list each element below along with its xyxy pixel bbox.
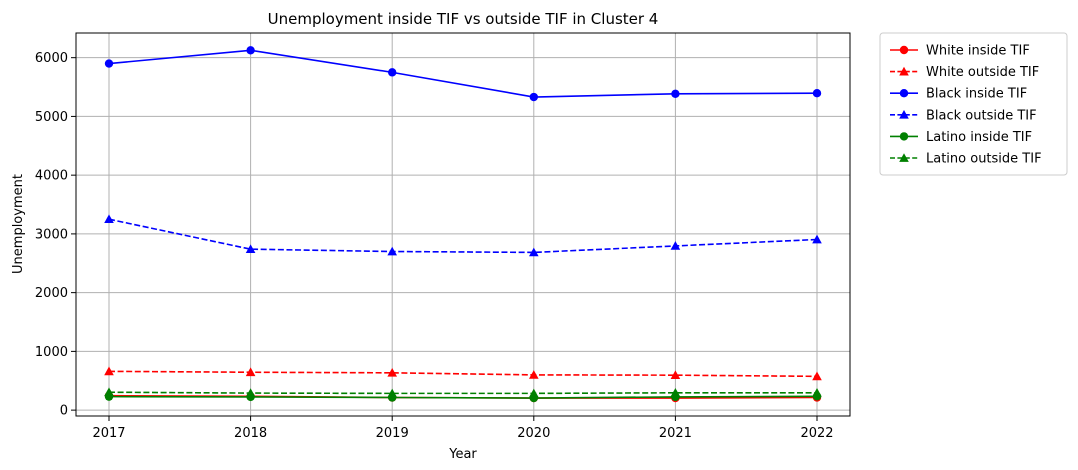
legend-swatch-marker bbox=[899, 89, 909, 98]
series-line-white-outside-tif bbox=[108, 370, 818, 378]
x-axis: 2017 2018 2019 2020 2021 2022 bbox=[92, 416, 834, 441]
plot-frame bbox=[75, 32, 851, 417]
x-tick-label: 2020 bbox=[517, 426, 550, 441]
y-tick-label: 5000 bbox=[35, 110, 68, 125]
x-tick-label: 2021 bbox=[659, 426, 692, 441]
data-point-black-inside-tif bbox=[388, 68, 397, 77]
y-axis-label: Unemployment bbox=[11, 174, 26, 274]
series-line-black-outside-tif bbox=[108, 218, 818, 254]
data-point-black-outside-tif bbox=[245, 244, 256, 254]
series-line-latino-outside-tif bbox=[108, 391, 817, 395]
y-tick-label: 0 bbox=[60, 404, 68, 419]
data-point-black-inside-tif bbox=[812, 89, 822, 98]
y-tick-label: 1000 bbox=[35, 345, 68, 360]
legend-item-white-outside-tif: White outside TIF bbox=[890, 65, 1039, 80]
series-line-latino-inside-tif bbox=[108, 395, 818, 399]
data-point-latino-outside-tif bbox=[812, 387, 822, 397]
data-point-white-outside-tif bbox=[812, 371, 822, 381]
x-axis-label: Year bbox=[448, 447, 477, 462]
legend-swatch-marker bbox=[899, 153, 909, 162]
legend-label: Black outside TIF bbox=[926, 108, 1037, 123]
data-point-black-inside-tif bbox=[671, 89, 680, 98]
legend-swatch-marker bbox=[899, 66, 909, 76]
y-axis: 0 1000 2000 3000 4000 5000 6000 bbox=[35, 51, 76, 419]
legend: White inside TIF White outside TIF Black i… bbox=[879, 32, 1068, 176]
legend-label: White outside TIF bbox=[926, 65, 1039, 80]
x-tick-label: 2019 bbox=[376, 426, 409, 441]
data-point-black-outside-tif bbox=[104, 214, 114, 224]
y-tick-label: 4000 bbox=[35, 169, 68, 184]
legend-frame bbox=[879, 32, 1068, 176]
data-point-latino-outside-tif bbox=[529, 388, 539, 398]
legend-item-black-inside-tif: Black inside TIF bbox=[890, 87, 1027, 102]
data-point-black-outside-tif bbox=[670, 241, 681, 250]
data-point-latino-outside-tif bbox=[104, 387, 114, 397]
data-point-white-outside-tif bbox=[670, 370, 681, 380]
legend-label: Latino inside TIF bbox=[926, 130, 1032, 145]
legend-swatch-marker bbox=[899, 45, 909, 55]
data-point-white-outside-tif bbox=[104, 366, 114, 376]
legend-item-black-outside-tif: Black outside TIF bbox=[890, 108, 1037, 123]
legend-label: Black inside TIF bbox=[926, 87, 1027, 102]
legend-swatch-marker bbox=[899, 132, 909, 141]
legend-swatch-marker bbox=[899, 110, 909, 119]
legend-label: White inside TIF bbox=[926, 44, 1030, 59]
data-point-white-outside-tif bbox=[245, 367, 256, 377]
series-black-inside-tif bbox=[104, 46, 822, 102]
data-point-white-outside-tif bbox=[529, 370, 539, 379]
chart-title: Unemployment inside TIF vs outside TIF i… bbox=[268, 10, 659, 28]
x-tick-label: 2022 bbox=[800, 426, 833, 441]
series-layer bbox=[104, 46, 822, 403]
legend-item-white-inside-tif: White inside TIF bbox=[890, 44, 1030, 59]
data-point-black-outside-tif bbox=[529, 247, 539, 257]
y-tick-label: 6000 bbox=[35, 51, 68, 66]
y-tick-label: 2000 bbox=[35, 286, 68, 301]
data-point-black-inside-tif bbox=[246, 46, 255, 55]
data-point-black-outside-tif bbox=[812, 234, 822, 244]
series-latino-outside-tif bbox=[104, 387, 822, 398]
series-white-outside-tif bbox=[104, 366, 822, 381]
data-point-latino-outside-tif bbox=[387, 388, 397, 398]
data-point-latino-outside-tif bbox=[245, 388, 256, 397]
legend-item-latino-outside-tif: Latino outside TIF bbox=[890, 152, 1042, 167]
grid bbox=[76, 33, 850, 416]
data-point-black-inside-tif bbox=[529, 92, 538, 102]
data-point-white-outside-tif bbox=[387, 368, 397, 377]
x-tick-label: 2017 bbox=[92, 426, 125, 441]
y-tick-label: 3000 bbox=[35, 227, 68, 242]
legend-item-latino-inside-tif: Latino inside TIF bbox=[890, 130, 1032, 145]
series-black-outside-tif bbox=[104, 214, 822, 257]
data-point-latino-outside-tif bbox=[670, 387, 681, 397]
series-line-black-inside-tif bbox=[108, 49, 818, 98]
data-point-black-outside-tif bbox=[387, 246, 397, 256]
legend-label: Latino outside TIF bbox=[926, 152, 1042, 167]
x-tick-label: 2018 bbox=[234, 426, 267, 441]
data-point-black-inside-tif bbox=[104, 59, 114, 68]
